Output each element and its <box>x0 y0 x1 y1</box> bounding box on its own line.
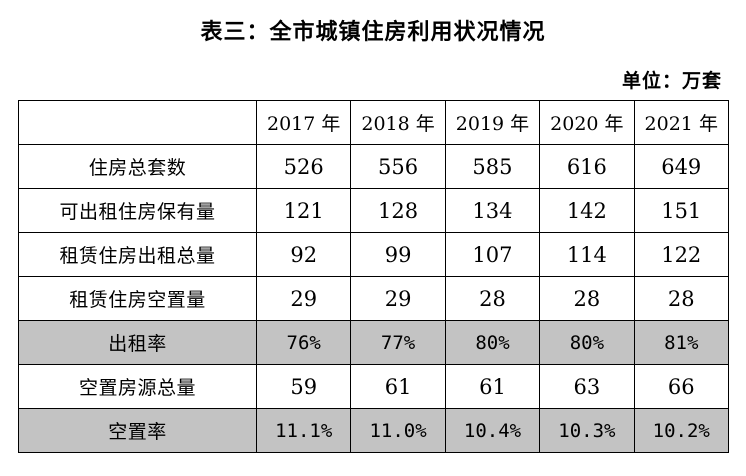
table-row-shaded: 空置率 11.1% 11.0% 10.4% 10.3% 10.2% <box>18 408 729 453</box>
header-row: 2017 年 2018 年 2019 年 2020 年 2021 年 <box>18 100 729 145</box>
table-cell: 61 <box>350 364 446 409</box>
table-cell: 28 <box>539 276 635 321</box>
row-label: 出租率 <box>18 320 257 365</box>
table-cell: 59 <box>255 364 352 409</box>
table-cell: 10.4% <box>444 408 541 453</box>
row-label: 住房总套数 <box>18 144 257 189</box>
table-cell: 128 <box>350 188 446 233</box>
table-cell: 585 <box>444 144 541 189</box>
table-cell: 10.2% <box>633 408 729 453</box>
table-cell: 29 <box>255 276 352 321</box>
table-cell: 66 <box>633 364 729 409</box>
housing-utilization-table: 2017 年 2018 年 2019 年 2020 年 2021 年 住房总套数… <box>18 100 729 453</box>
year-header: 2019 年 <box>444 100 541 145</box>
table-cell: 81% <box>633 320 729 365</box>
table-row: 可出租住房保有量 121 128 134 142 151 <box>18 188 729 233</box>
table-cell: 11.1% <box>255 408 352 453</box>
table-cell: 556 <box>350 144 446 189</box>
table-cell: 107 <box>444 232 541 277</box>
table-cell: 63 <box>539 364 635 409</box>
table-row-shaded: 出租率 76% 77% 80% 80% 81% <box>18 320 729 365</box>
table-cell: 28 <box>444 276 541 321</box>
table-cell: 80% <box>539 320 635 365</box>
year-header: 2018 年 <box>350 100 446 145</box>
table-cell: 29 <box>350 276 446 321</box>
corner-cell <box>18 100 257 145</box>
row-label: 租赁住房空置量 <box>18 276 257 321</box>
table-title: 表三：全市城镇住房利用状况情况 <box>200 20 546 45</box>
year-header: 2017 年 <box>255 100 352 145</box>
year-header: 2021 年 <box>633 100 729 145</box>
table-cell: 114 <box>539 232 635 277</box>
year-header: 2020 年 <box>539 100 635 145</box>
table-cell: 77% <box>350 320 446 365</box>
row-label: 可出租住房保有量 <box>18 188 257 233</box>
row-label: 租赁住房出租总量 <box>18 232 257 277</box>
table-row: 空置房源总量 59 61 61 63 66 <box>18 364 729 409</box>
table-cell: 76% <box>255 320 352 365</box>
table-cell: 122 <box>633 232 729 277</box>
unit-label: 单位：万套 <box>621 70 722 92</box>
table-row: 租赁住房空置量 29 29 28 28 28 <box>18 276 729 321</box>
table-cell: 28 <box>633 276 729 321</box>
table-cell: 134 <box>444 188 541 233</box>
table-cell: 526 <box>255 144 352 189</box>
table-cell: 10.3% <box>539 408 635 453</box>
table-cell: 121 <box>255 188 352 233</box>
table-cell: 80% <box>444 320 541 365</box>
table-cell: 649 <box>633 144 729 189</box>
table-row: 租赁住房出租总量 92 99 107 114 122 <box>18 232 729 277</box>
table-cell: 616 <box>539 144 635 189</box>
table-cell: 61 <box>444 364 541 409</box>
row-label: 空置房源总量 <box>18 364 257 409</box>
table-cell: 142 <box>539 188 635 233</box>
table-row: 住房总套数 526 556 585 616 649 <box>18 144 729 189</box>
table-cell: 151 <box>633 188 729 233</box>
row-label: 空置率 <box>18 408 257 453</box>
table-cell: 92 <box>255 232 352 277</box>
table-cell: 99 <box>350 232 446 277</box>
table-cell: 11.0% <box>350 408 446 453</box>
